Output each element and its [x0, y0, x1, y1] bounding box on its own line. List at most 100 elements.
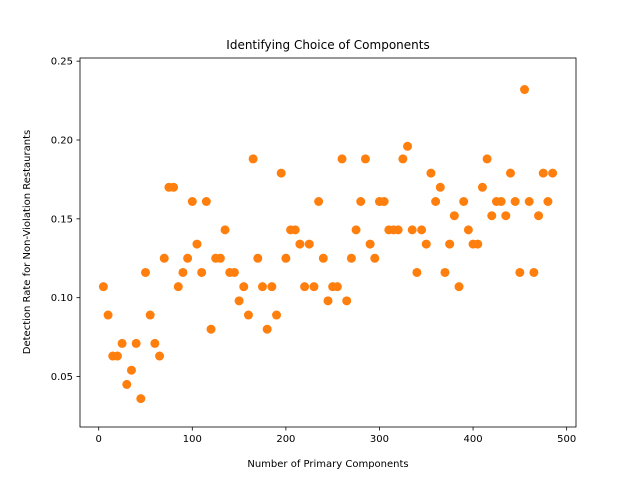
data-point [318, 253, 328, 263]
data-point [197, 267, 207, 277]
data-point [150, 338, 160, 348]
x-tick-label: 500 [557, 434, 576, 445]
data-point [393, 225, 403, 235]
data-point [548, 168, 558, 178]
data-point [510, 197, 520, 206]
data-point [304, 239, 314, 249]
data-point [272, 310, 282, 320]
data-point [477, 182, 487, 192]
data-point [534, 211, 544, 221]
x-tick-label: 200 [276, 434, 295, 445]
data-point [290, 225, 300, 235]
data-point [398, 154, 408, 164]
data-points [98, 85, 558, 404]
data-point [356, 197, 366, 206]
data-point [192, 239, 202, 249]
data-point [112, 351, 122, 361]
data-point [295, 239, 305, 249]
data-point [332, 282, 342, 292]
data-point [435, 182, 445, 192]
data-point [239, 282, 249, 292]
data-point [370, 253, 380, 263]
x-axis-label: Number of Primary Components [247, 459, 408, 470]
axes: 0 100 200 300 400 500 0.05 0.10 0.15 0.20 0.25 [51, 57, 577, 445]
data-point [309, 282, 319, 292]
data-point [426, 168, 436, 178]
data-point [248, 154, 258, 164]
data-point [187, 197, 197, 206]
data-point [98, 282, 108, 292]
data-point [496, 197, 506, 206]
data-point [234, 296, 244, 306]
data-point [445, 239, 455, 249]
data-point [346, 253, 356, 263]
data-point [276, 168, 286, 178]
data-point [412, 267, 422, 277]
data-point [421, 239, 431, 249]
data-point [337, 154, 347, 164]
data-point [403, 141, 413, 151]
data-point [501, 211, 511, 221]
x-tick-label: 400 [464, 434, 483, 445]
data-point [463, 225, 473, 235]
data-point [323, 296, 333, 306]
data-point [431, 197, 441, 206]
data-point [505, 168, 515, 178]
data-point [169, 182, 179, 192]
data-point [440, 267, 450, 277]
y-tick-label: 0.15 [51, 214, 73, 225]
data-point [103, 310, 113, 320]
x-tick-label: 300 [370, 434, 389, 445]
data-point [117, 338, 127, 348]
data-point [351, 225, 361, 235]
data-point [215, 253, 225, 263]
data-point [131, 338, 141, 348]
data-point [515, 267, 525, 277]
data-point [145, 310, 155, 320]
data-point [482, 154, 492, 164]
data-point [314, 197, 324, 206]
data-point [454, 282, 464, 292]
y-tick-label: 0.10 [51, 293, 73, 304]
data-point [159, 253, 169, 263]
data-point [178, 267, 188, 277]
data-point [407, 225, 417, 235]
y-tick-label: 0.20 [51, 136, 73, 147]
data-point [201, 197, 211, 206]
data-point [449, 211, 459, 221]
data-point [126, 365, 136, 375]
data-point [520, 85, 530, 95]
data-point [257, 282, 267, 292]
y-tick-label: 0.25 [51, 57, 73, 68]
y-axis-label: Detection Rate for Non-Violation Restaur… [22, 130, 33, 354]
data-point [122, 379, 132, 389]
data-point [529, 267, 539, 277]
chart-title: Identifying Choice of Components [226, 38, 429, 52]
data-point [417, 225, 427, 235]
data-point [473, 239, 483, 249]
data-point [487, 211, 497, 221]
data-point [206, 324, 216, 334]
data-point [183, 253, 193, 263]
data-point [229, 267, 239, 277]
data-point [262, 324, 272, 334]
data-point [141, 267, 151, 277]
data-point [459, 197, 469, 206]
data-point [243, 310, 253, 320]
data-point [360, 154, 370, 164]
data-point [281, 253, 291, 263]
data-point [136, 394, 146, 404]
data-point [300, 282, 310, 292]
data-point [220, 225, 230, 235]
data-point [365, 239, 375, 249]
data-point [173, 282, 183, 292]
data-point [267, 282, 277, 292]
x-tick-label: 100 [183, 434, 202, 445]
data-point [538, 168, 548, 178]
data-point [253, 253, 263, 263]
plot-frame [79, 57, 577, 428]
x-tick-label: 0 [96, 434, 102, 445]
data-point [543, 197, 553, 206]
